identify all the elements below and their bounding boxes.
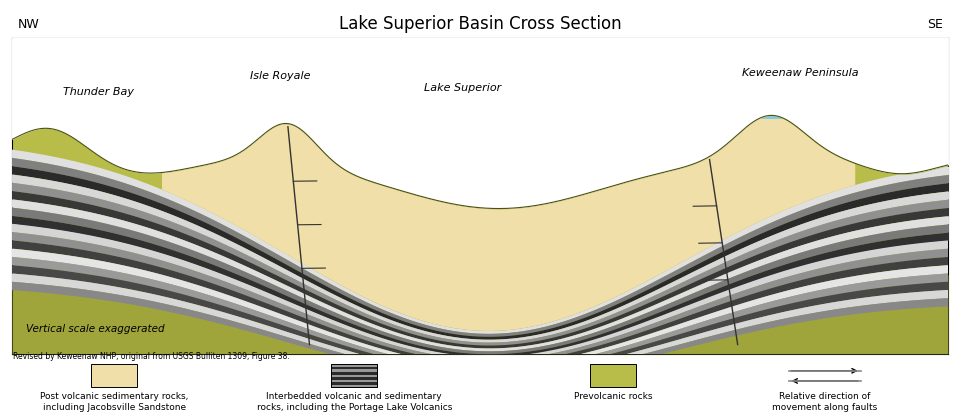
Bar [331,382,377,385]
Bar [590,364,636,388]
Text: Vertical scale exaggerated: Vertical scale exaggerated [26,324,164,334]
Bar [331,370,377,372]
Bar [331,380,377,382]
Text: Post volcanic sedimentary rocks,
including Jacobsville Sandstone: Post volcanic sedimentary rocks, includi… [40,392,188,412]
Text: Keweenaw Peninsula: Keweenaw Peninsula [742,68,859,78]
Bar [331,377,377,380]
Text: Relative direction of
movement along faults: Relative direction of movement along fau… [772,392,877,412]
Bar [331,375,377,377]
Text: Lake Superior: Lake Superior [423,83,501,93]
Bar [331,364,377,388]
Text: Prevolcanic rocks: Prevolcanic rocks [574,392,653,401]
Text: SE: SE [926,18,943,31]
Bar [331,365,377,367]
Text: Revised by Keweenaw NHP, original from USGS Bulliten 1309, Figure 38.: Revised by Keweenaw NHP, original from U… [13,352,290,362]
Bar [91,364,137,388]
Text: NW: NW [17,18,39,31]
Text: Interbedded volcanic and sedimentary
rocks, including the Portage Lake Volcanics: Interbedded volcanic and sedimentary roc… [256,392,452,412]
Bar [331,372,377,375]
Bar [331,364,377,388]
Bar [331,385,377,388]
Text: Thunder Bay: Thunder Bay [63,87,134,97]
Bar [331,367,377,370]
Text: Lake Superior Basin Cross Section: Lake Superior Basin Cross Section [339,16,621,33]
Text: Isle Royale: Isle Royale [251,71,311,81]
